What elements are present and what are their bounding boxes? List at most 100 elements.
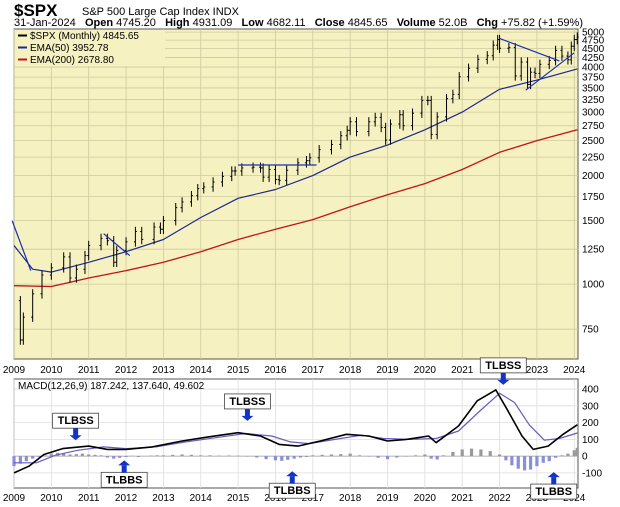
macd-histogram-bar	[385, 456, 390, 460]
callout-arrow-head	[286, 471, 299, 477]
macd-histogram-bar	[541, 456, 545, 463]
trendline	[499, 37, 560, 62]
price-plot-area	[13, 28, 579, 360]
callout-label: TLBSS	[485, 360, 521, 372]
macd-histogram-bar	[376, 456, 380, 458]
macd-histogram-bar	[118, 456, 122, 458]
legend-entry: EMA(50) 3952.78	[30, 43, 109, 54]
macd-histogram-bar	[413, 455, 418, 457]
macd-histogram-bar	[441, 455, 446, 457]
macd-x-tick: 2015	[227, 493, 250, 504]
macd-x-tick: 2014	[190, 493, 213, 504]
macd-histogram-bar	[348, 453, 352, 457]
chart-symbol: $SPX	[14, 1, 58, 20]
price-y-tick: 4750	[582, 36, 605, 47]
legend-entry: $SPX (Monthly) 4845.65	[30, 31, 139, 42]
macd-x-tick: 2010	[40, 493, 63, 504]
macd-x-tick: 2009	[3, 493, 26, 504]
macd-histogram-bar	[395, 456, 399, 458]
macd-histogram-bar	[112, 456, 116, 459]
callout-arrow-shaft	[551, 477, 557, 485]
callout-arrow-head	[497, 379, 510, 385]
macd-histogram-bar	[245, 456, 250, 457]
macd-x-tick: 2021	[451, 493, 474, 504]
callout-label: TLBSS	[229, 396, 265, 408]
macd-histogram-bar	[320, 454, 324, 457]
macd-panel: 2009 2010 2011 2012 2013 2014 2015 2016 2017 2018…	[3, 357, 602, 504]
price-x-tick: 2010	[40, 365, 63, 376]
macd-histogram-bar	[572, 450, 576, 457]
macd-histogram-bar	[367, 456, 371, 457]
high-label: High	[165, 17, 190, 29]
macd-histogram-bar	[24, 456, 28, 462]
volume-label: Volume	[396, 17, 436, 29]
low-value: 4682.11	[266, 17, 306, 29]
price-y-tick: 3500	[582, 83, 605, 94]
macd-histogram-bar	[161, 455, 166, 457]
quote-date: 31-Jan-2024	[14, 17, 76, 29]
ema200-line	[13, 129, 578, 288]
price-y-tick: 2750	[582, 121, 605, 132]
price-x-tick: 2021	[451, 365, 474, 376]
price-y-tick: 2000	[582, 171, 605, 182]
callout-label: TLBSS	[58, 415, 94, 427]
price-y-tick: 1000	[582, 280, 605, 291]
price-y-tick: 750	[582, 325, 599, 336]
macd-histogram-bar	[155, 455, 159, 457]
price-x-tick: 2015	[227, 365, 250, 376]
price-y-tick: 3000	[582, 108, 605, 119]
macd-histogram-bar	[227, 455, 231, 457]
price-y-tick: 2250	[582, 153, 605, 164]
macd-histogram-bar	[189, 454, 194, 457]
macd-plot-area	[13, 378, 579, 489]
price-y-tick: 4500	[582, 44, 605, 55]
price-x-tick: 2018	[339, 365, 362, 376]
macd-histogram-bar	[528, 456, 533, 470]
macd-histogram-bar	[298, 456, 303, 458]
macd-signal-line	[14, 392, 578, 464]
price-x-tick: 2016	[264, 365, 287, 376]
price-x-tick: 2024	[563, 365, 586, 376]
macd-histogram-bar	[87, 454, 91, 457]
price-y-tick: 1250	[582, 245, 605, 256]
macd-x-tick: 2011	[78, 493, 100, 504]
trendline	[525, 52, 575, 91]
legend-entry: EMA(200) 2678.80	[30, 55, 114, 66]
macd-histogram-bar	[99, 455, 103, 457]
macd-histogram-bar	[547, 456, 551, 462]
macd-histogram-bar	[469, 448, 474, 457]
macd-histogram-bar	[18, 456, 22, 464]
macd-histogram-bar	[273, 456, 278, 461]
macd-histogram-bar	[435, 456, 439, 460]
macd-histogram-bar	[68, 454, 72, 457]
macd-histogram-bar	[566, 453, 570, 457]
callout-arrow-shaft	[244, 408, 250, 417]
quote-line: 31-Jan-2024 Open 4745.20 High 4931.09 Lo…	[14, 17, 583, 29]
callout-arrow-head	[118, 460, 131, 466]
chg-label: Chg	[476, 17, 498, 29]
open-label: Open	[84, 17, 114, 29]
macd-line	[13, 389, 578, 474]
volume-value: 52.0B	[438, 17, 468, 29]
macd-histogram-bar	[43, 455, 47, 457]
price-y-tick: 5000	[582, 28, 605, 39]
macd-y-tick: 300	[582, 401, 599, 412]
price-y-tick: 1750	[582, 192, 605, 203]
macd-histogram-bar	[62, 453, 66, 457]
price-x-tick: 2023	[526, 365, 549, 376]
high-value: 4931.09	[192, 17, 233, 29]
macd-x-tick: 2019	[376, 493, 399, 504]
macd-x-tick: 2020	[414, 493, 437, 504]
macd-histogram-bar	[329, 454, 334, 457]
macd-legend: MACD(12,26,9) 187.242, 137.640, 49.602	[18, 381, 205, 392]
price-x-tick: 2011	[78, 365, 100, 376]
chg-value: +75.82 (+1.59%)	[501, 17, 583, 29]
macd-histogram-bar	[510, 456, 514, 466]
macd-histogram-bar	[31, 456, 35, 459]
trendline	[11, 220, 32, 271]
macd-histogram-bar	[522, 456, 527, 471]
macd-histogram-bar	[460, 449, 464, 457]
macd-histogram-bar	[339, 454, 343, 457]
macd-y-tick: 0	[582, 452, 588, 463]
